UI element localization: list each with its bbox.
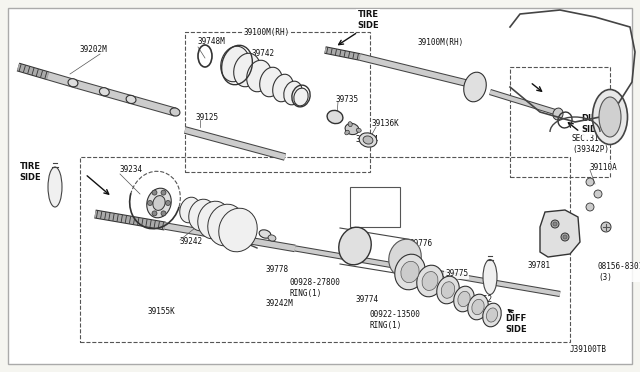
Ellipse shape bbox=[464, 72, 486, 102]
Text: DIFF
SIDE: DIFF SIDE bbox=[505, 314, 527, 334]
Circle shape bbox=[563, 235, 567, 239]
Ellipse shape bbox=[99, 88, 109, 96]
Text: 00928-27800
RING(1): 00928-27800 RING(1) bbox=[290, 278, 341, 298]
Bar bbox=[185, 32, 370, 172]
Ellipse shape bbox=[234, 53, 260, 87]
Ellipse shape bbox=[147, 188, 172, 218]
Text: 39110A: 39110A bbox=[590, 163, 618, 171]
Ellipse shape bbox=[198, 201, 230, 239]
Text: 39752: 39752 bbox=[470, 295, 493, 305]
Text: 39776: 39776 bbox=[410, 240, 433, 248]
Circle shape bbox=[551, 220, 559, 228]
Ellipse shape bbox=[356, 128, 361, 132]
Circle shape bbox=[166, 201, 170, 205]
Text: 39242M: 39242M bbox=[265, 299, 292, 308]
Ellipse shape bbox=[422, 272, 438, 291]
Ellipse shape bbox=[599, 97, 621, 137]
Ellipse shape bbox=[284, 81, 302, 105]
Text: 39734: 39734 bbox=[356, 135, 379, 144]
Polygon shape bbox=[540, 210, 580, 257]
Circle shape bbox=[147, 201, 152, 205]
Text: 00922-13500
RING(1): 00922-13500 RING(1) bbox=[370, 310, 421, 330]
Ellipse shape bbox=[363, 136, 373, 144]
Ellipse shape bbox=[359, 133, 377, 147]
Ellipse shape bbox=[483, 260, 497, 295]
Ellipse shape bbox=[294, 88, 308, 106]
Text: SEC.311
(39342P): SEC.311 (39342P) bbox=[572, 134, 609, 154]
Circle shape bbox=[594, 190, 602, 198]
Text: 39781: 39781 bbox=[527, 260, 550, 269]
Ellipse shape bbox=[388, 239, 421, 277]
Wedge shape bbox=[203, 49, 207, 56]
Text: 39125: 39125 bbox=[196, 112, 219, 122]
Circle shape bbox=[601, 222, 611, 232]
Text: J39100TB: J39100TB bbox=[570, 346, 607, 355]
Ellipse shape bbox=[436, 276, 460, 304]
Ellipse shape bbox=[246, 60, 271, 92]
Ellipse shape bbox=[441, 282, 455, 298]
Text: 39735: 39735 bbox=[336, 96, 359, 105]
Ellipse shape bbox=[221, 46, 250, 82]
Ellipse shape bbox=[189, 199, 215, 231]
Ellipse shape bbox=[259, 230, 271, 238]
Text: 39202M: 39202M bbox=[80, 45, 108, 55]
Ellipse shape bbox=[273, 74, 293, 102]
Ellipse shape bbox=[401, 261, 419, 283]
Ellipse shape bbox=[219, 208, 257, 252]
Circle shape bbox=[586, 178, 594, 186]
Ellipse shape bbox=[327, 110, 343, 124]
Circle shape bbox=[161, 190, 166, 195]
Ellipse shape bbox=[260, 67, 282, 97]
Text: 39136K: 39136K bbox=[372, 119, 400, 128]
Ellipse shape bbox=[345, 130, 349, 135]
Ellipse shape bbox=[472, 299, 484, 315]
Ellipse shape bbox=[345, 124, 359, 135]
Ellipse shape bbox=[170, 108, 180, 116]
Circle shape bbox=[553, 222, 557, 226]
Ellipse shape bbox=[208, 204, 244, 246]
Text: 39748M: 39748M bbox=[198, 38, 226, 46]
Text: 39234: 39234 bbox=[120, 166, 143, 174]
Circle shape bbox=[561, 233, 569, 241]
Text: TIRE
SIDE: TIRE SIDE bbox=[357, 10, 379, 30]
Ellipse shape bbox=[553, 108, 563, 120]
Text: 39100M(RH): 39100M(RH) bbox=[244, 28, 291, 36]
Circle shape bbox=[152, 190, 157, 195]
Text: 39775: 39775 bbox=[445, 269, 468, 279]
Ellipse shape bbox=[417, 265, 444, 297]
Ellipse shape bbox=[468, 294, 488, 320]
Bar bbox=[80, 157, 570, 342]
Text: 39774: 39774 bbox=[356, 295, 379, 305]
Ellipse shape bbox=[486, 308, 497, 322]
Text: TIRE
SIDE: TIRE SIDE bbox=[19, 162, 41, 182]
Ellipse shape bbox=[48, 167, 62, 207]
Circle shape bbox=[586, 203, 594, 211]
Ellipse shape bbox=[268, 235, 276, 241]
Ellipse shape bbox=[348, 122, 352, 126]
Text: 39100M(RH): 39100M(RH) bbox=[418, 38, 464, 46]
Ellipse shape bbox=[483, 303, 501, 327]
Text: 39155K: 39155K bbox=[148, 308, 176, 317]
Ellipse shape bbox=[153, 196, 165, 211]
Text: 39242: 39242 bbox=[180, 237, 203, 247]
Ellipse shape bbox=[126, 95, 136, 103]
Text: 08156-8301E
(3): 08156-8301E (3) bbox=[598, 262, 640, 282]
Text: 39126: 39126 bbox=[373, 199, 396, 208]
Text: 39778: 39778 bbox=[265, 266, 288, 275]
Circle shape bbox=[161, 211, 166, 216]
Ellipse shape bbox=[458, 291, 470, 307]
Bar bbox=[350, 187, 400, 227]
Ellipse shape bbox=[593, 90, 627, 144]
Ellipse shape bbox=[339, 227, 371, 265]
Bar bbox=[510, 67, 610, 177]
Text: DIFF
SIDE: DIFF SIDE bbox=[581, 114, 603, 134]
Circle shape bbox=[152, 211, 157, 216]
Text: 39742: 39742 bbox=[252, 49, 275, 58]
Ellipse shape bbox=[180, 197, 200, 223]
Ellipse shape bbox=[68, 78, 78, 87]
Ellipse shape bbox=[454, 286, 474, 312]
Ellipse shape bbox=[395, 254, 425, 290]
